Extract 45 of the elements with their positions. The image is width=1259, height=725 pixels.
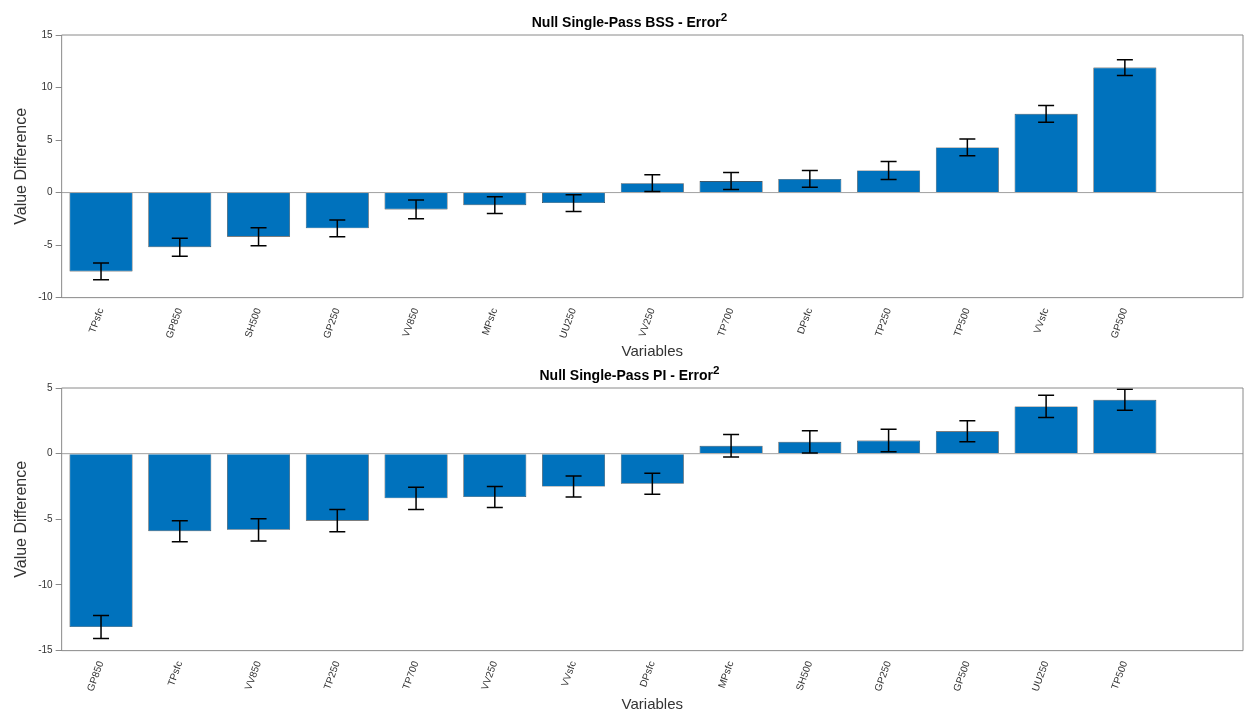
y-tick-label: 5 bbox=[47, 133, 54, 145]
x-tick-label: GP250 bbox=[320, 306, 342, 340]
x-tick-label: GP850 bbox=[163, 306, 185, 340]
x-tick-label: TPsfc bbox=[165, 659, 185, 688]
y-tick-label: 15 bbox=[41, 28, 54, 40]
x-tick-label: TP700 bbox=[715, 306, 736, 339]
y-axis-title: Value Difference bbox=[12, 460, 30, 578]
x-tick-label: TPsfc bbox=[86, 306, 106, 335]
y-tick-label: 0 bbox=[47, 447, 54, 459]
x-tick-label: VV250 bbox=[478, 659, 500, 692]
x-tick-label: MPsfc bbox=[479, 306, 500, 337]
x-tick-label: DPsfc bbox=[794, 306, 815, 336]
x-tick-label: VVsfc bbox=[558, 659, 579, 688]
x-tick-label: TP700 bbox=[400, 659, 421, 692]
x-tick-label: TP500 bbox=[951, 306, 972, 339]
x-tick-label: DPsfc bbox=[637, 659, 657, 689]
x-tick-label: GP500 bbox=[950, 659, 972, 693]
x-tick-label: GP850 bbox=[84, 659, 106, 693]
y-tick-label: 0 bbox=[47, 186, 54, 198]
x-tick-label: VVsfc bbox=[1031, 306, 1051, 335]
y-tick-label: -5 bbox=[43, 513, 54, 525]
y-tick-label: -5 bbox=[43, 238, 54, 250]
x-tick-label: VV850 bbox=[399, 306, 421, 339]
chart-title: Null Single-Pass BSS - Error$^{2}$ bbox=[530, 9, 729, 30]
x-tick-label: VV850 bbox=[242, 659, 264, 692]
x-tick-label: VV250 bbox=[636, 306, 657, 339]
x-tick-label: MPsfc bbox=[715, 659, 736, 690]
x-axis-title: Variables bbox=[621, 342, 684, 360]
y-axis-title: Value Difference bbox=[12, 107, 30, 225]
x-tick-label: TP500 bbox=[1108, 659, 1130, 692]
x-tick-label: UU250 bbox=[1029, 659, 1051, 693]
y-tick-label: -15 bbox=[38, 644, 54, 656]
x-tick-label: UU250 bbox=[557, 306, 579, 340]
x-axis-title: Variables bbox=[621, 695, 684, 713]
x-tick-label: GP500 bbox=[1108, 306, 1130, 340]
x-tick-label: SH500 bbox=[793, 659, 815, 693]
x-tick-label: TP250 bbox=[321, 659, 342, 692]
y-tick-label: -10 bbox=[38, 578, 54, 590]
chart-title: Null Single-Pass PI - Error$^{2}$ bbox=[538, 362, 721, 383]
y-tick-label: 5 bbox=[47, 381, 54, 393]
y-tick-label: -10 bbox=[38, 291, 54, 303]
x-tick-label: GP250 bbox=[872, 659, 894, 693]
y-tick-label: 10 bbox=[41, 81, 54, 93]
x-tick-label: TP250 bbox=[872, 306, 894, 339]
x-tick-label: SH500 bbox=[242, 306, 264, 340]
